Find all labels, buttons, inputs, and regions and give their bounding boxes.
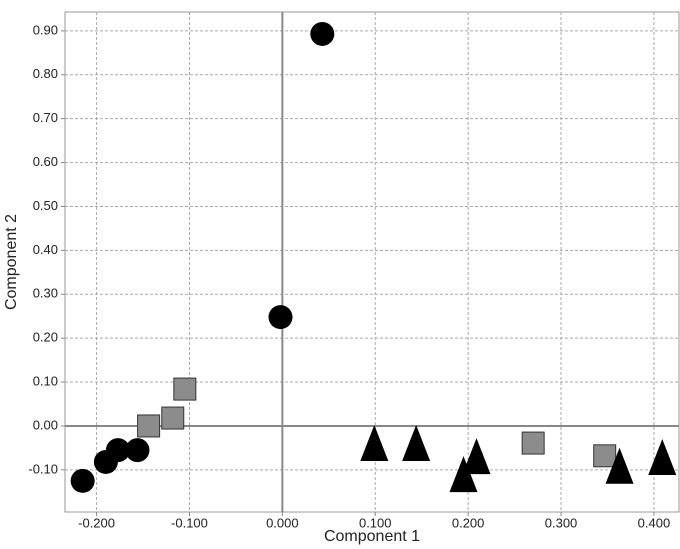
y-tick-label: 0.60: [33, 154, 58, 169]
point: [125, 438, 150, 463]
x-tick-label: -0.100: [171, 515, 208, 530]
point: [593, 444, 617, 468]
point: [521, 431, 545, 455]
point: [70, 468, 95, 493]
point: [605, 447, 634, 484]
point: [268, 305, 293, 330]
y-tick-label: -0.10: [28, 461, 58, 476]
x-tick-label: 0.100: [359, 515, 392, 530]
y-tick-label: 0.40: [33, 242, 58, 257]
y-tick-label: 0.20: [33, 330, 58, 345]
x-tick-label: 0.300: [545, 515, 578, 530]
y-tick-label: 0.80: [33, 66, 58, 81]
y-tick-label: 0.00: [33, 417, 58, 432]
x-axis-title: Component 1: [324, 528, 420, 545]
point: [105, 438, 130, 463]
point: [173, 377, 197, 401]
point: [137, 414, 161, 438]
point: [462, 438, 491, 475]
point: [648, 439, 677, 476]
x-tick-label: 0.400: [638, 515, 671, 530]
point: [360, 424, 389, 461]
y-tick-label: 0.70: [33, 110, 58, 125]
point: [161, 406, 185, 430]
point: [449, 456, 478, 493]
x-tick-label: 0.000: [266, 515, 299, 530]
point: [310, 21, 335, 46]
y-tick-label: 0.10: [33, 373, 58, 388]
y-tick-label: 0.30: [33, 286, 58, 301]
x-tick-label: -0.200: [78, 515, 115, 530]
y-axis-title: Component 2: [3, 214, 20, 310]
x-tick-label: 0.200: [452, 515, 485, 530]
y-tick-label: 0.50: [33, 198, 58, 213]
y-tick-label: 0.90: [33, 22, 58, 37]
point: [402, 424, 431, 461]
